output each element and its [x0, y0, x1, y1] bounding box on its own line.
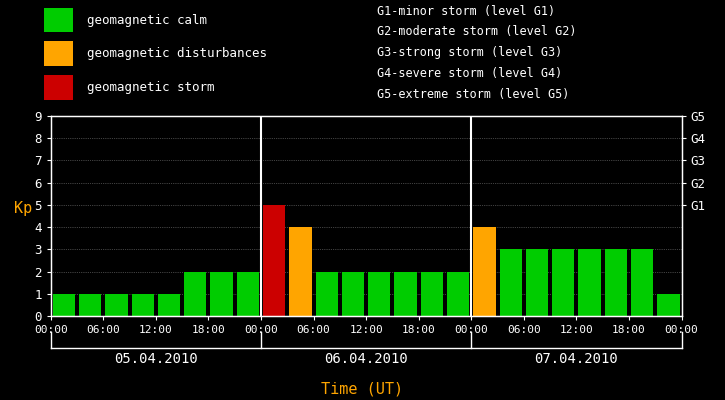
- Bar: [131, 294, 154, 316]
- Bar: [605, 249, 627, 316]
- Bar: [631, 249, 653, 316]
- Bar: [210, 272, 233, 316]
- Bar: [263, 205, 286, 316]
- Bar: [184, 272, 207, 316]
- Bar: [552, 249, 574, 316]
- Text: G4-severe storm (level G4): G4-severe storm (level G4): [377, 67, 563, 80]
- Text: G1-minor storm (level G1): G1-minor storm (level G1): [377, 5, 555, 18]
- Bar: [236, 272, 259, 316]
- Text: G2-moderate storm (level G2): G2-moderate storm (level G2): [377, 26, 576, 38]
- Bar: [289, 227, 312, 316]
- Bar: [579, 249, 601, 316]
- Text: geomagnetic storm: geomagnetic storm: [87, 81, 215, 94]
- Bar: [473, 227, 496, 316]
- Bar: [44, 75, 72, 100]
- Bar: [526, 249, 548, 316]
- Text: 06.04.2010: 06.04.2010: [324, 352, 408, 366]
- Bar: [315, 272, 338, 316]
- Bar: [105, 294, 128, 316]
- Bar: [44, 42, 72, 66]
- Text: 07.04.2010: 07.04.2010: [534, 352, 618, 366]
- Text: Time (UT): Time (UT): [321, 381, 404, 396]
- Bar: [500, 249, 522, 316]
- Bar: [79, 294, 102, 316]
- Text: geomagnetic disturbances: geomagnetic disturbances: [87, 47, 267, 60]
- Text: 05.04.2010: 05.04.2010: [114, 352, 198, 366]
- Bar: [657, 294, 679, 316]
- Text: geomagnetic calm: geomagnetic calm: [87, 14, 207, 27]
- Y-axis label: Kp: Kp: [14, 201, 32, 216]
- Bar: [420, 272, 443, 316]
- Bar: [447, 272, 469, 316]
- Bar: [158, 294, 181, 316]
- Bar: [341, 272, 364, 316]
- Text: G5-extreme storm (level G5): G5-extreme storm (level G5): [377, 88, 569, 100]
- Text: G3-strong storm (level G3): G3-strong storm (level G3): [377, 46, 563, 59]
- Bar: [44, 8, 72, 32]
- Bar: [394, 272, 417, 316]
- Bar: [368, 272, 391, 316]
- Bar: [53, 294, 75, 316]
